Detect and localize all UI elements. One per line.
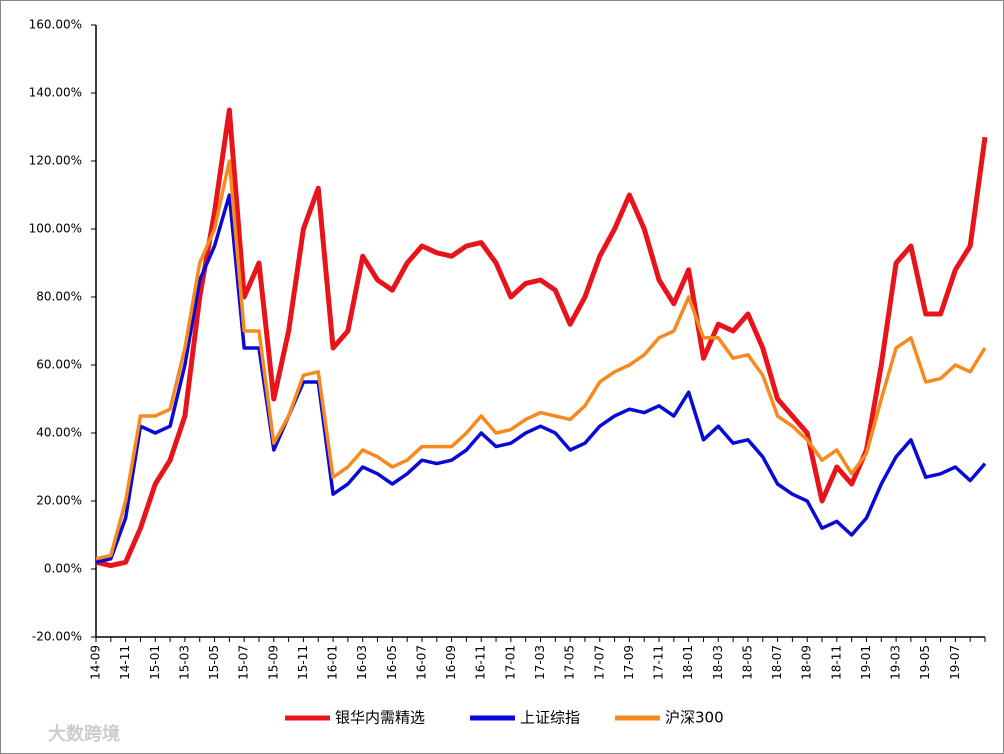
x-tick-label: 19-03 <box>889 645 903 680</box>
y-tick-label: 100.00% <box>29 222 82 236</box>
watermark: 大数跨境 <box>48 723 120 745</box>
y-tick-label: 0.00% <box>44 562 82 576</box>
x-tick-label: 16-07 <box>414 645 428 680</box>
legend-label: 银华内需精选 <box>335 709 425 727</box>
x-tick-label: 18-11 <box>829 645 843 680</box>
y-tick-label: 120.00% <box>29 154 82 168</box>
x-tick-label: 17-03 <box>533 645 547 680</box>
x-tick-label: 17-05 <box>563 645 577 680</box>
x-tick-label: 14-09 <box>89 645 103 680</box>
x-tick-label: 18-07 <box>770 645 784 680</box>
x-tick-label: 15-11 <box>296 645 310 680</box>
x-tick-label: 16-05 <box>385 645 399 680</box>
legend-label: 沪深300 <box>665 709 724 727</box>
x-tick-label: 18-01 <box>681 645 695 680</box>
x-tick-label: 19-01 <box>859 645 873 680</box>
y-tick-label: 140.00% <box>29 86 82 100</box>
y-tick-label: 160.00% <box>29 18 82 32</box>
x-tick-label: 16-09 <box>444 645 458 680</box>
x-tick-label: 15-09 <box>266 645 280 680</box>
series-line <box>95 193 987 564</box>
x-tick-label: 14-11 <box>118 645 132 680</box>
y-tick-label: 80.00% <box>36 290 82 304</box>
x-tick-label: 16-01 <box>326 645 340 680</box>
y-tick-label: 20.00% <box>36 494 82 508</box>
x-tick-label: 17-09 <box>622 645 636 680</box>
y-tick-label: 40.00% <box>36 426 82 440</box>
series-line <box>95 107 988 569</box>
x-tick-label: 17-11 <box>652 645 666 680</box>
x-tick-label: 19-07 <box>948 645 962 680</box>
x-tick-label: 17-01 <box>503 645 517 680</box>
y-tick-label: -20.00% <box>32 630 82 644</box>
x-tick-label: 18-03 <box>711 645 725 680</box>
x-tick-label: 17-07 <box>592 645 606 680</box>
x-tick-label: 15-01 <box>148 645 162 680</box>
x-tick-label: 16-03 <box>355 645 369 680</box>
series-line <box>95 159 987 561</box>
x-tick-label: 15-05 <box>207 645 221 680</box>
x-tick-label: 15-03 <box>177 645 191 680</box>
legend-label: 上证综指 <box>520 709 580 727</box>
y-tick-label: 60.00% <box>36 358 82 372</box>
x-tick-label: 16-11 <box>474 645 488 680</box>
x-tick-label: 19-05 <box>918 645 932 680</box>
x-tick-label: 18-09 <box>800 645 814 680</box>
x-tick-label: 18-05 <box>740 645 754 680</box>
x-tick-label: 15-07 <box>237 645 251 680</box>
